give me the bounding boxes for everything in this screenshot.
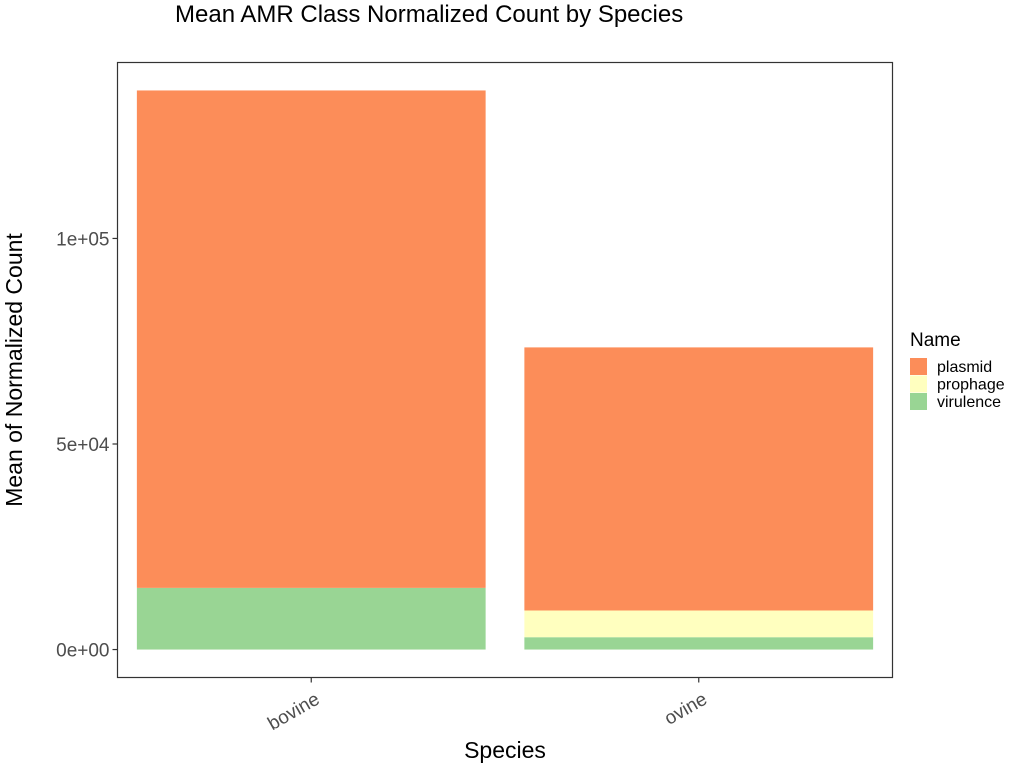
legend-key-virulence	[910, 393, 927, 410]
bars-layer	[136, 90, 874, 650]
bar-bovine-plasmid	[136, 90, 486, 588]
y-axis-title: Mean of Normalized Count	[1, 233, 27, 507]
x-axis: bovine ovine	[264, 677, 711, 735]
bar-ovine-prophage	[524, 610, 874, 638]
y-tick-label: 1e+05	[56, 229, 109, 250]
legend-key-prophage	[910, 375, 927, 393]
y-axis: 0e+00 5e+04 1e+05	[56, 229, 118, 662]
bar-ovine-virulence	[524, 637, 874, 650]
y-tick-label: 0e+00	[56, 641, 109, 662]
legend-label-plasmid: plasmid	[937, 359, 992, 376]
bar-ovine-plasmid	[524, 347, 874, 611]
legend-label-prophage: prophage	[937, 377, 1005, 394]
y-tick-label: 5e+04	[56, 435, 110, 456]
legend-key-plasmid	[910, 358, 927, 375]
x-axis-title: Species	[464, 737, 546, 763]
x-tick-label-bovine: bovine	[264, 689, 323, 735]
legend-label-virulence: virulence	[937, 394, 1001, 411]
chart-title: Mean AMR Class Normalized Count by Speci…	[175, 1, 683, 28]
x-tick-label-ovine: ovine	[661, 689, 711, 730]
legend-title: Name	[910, 330, 961, 351]
bar-bovine-virulence	[136, 587, 486, 650]
